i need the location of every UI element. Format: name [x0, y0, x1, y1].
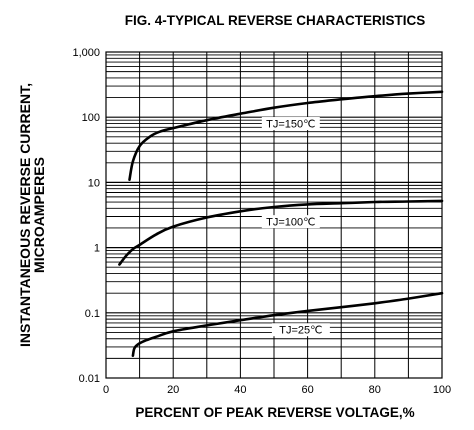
y-axis-label-group: INSTANTANEOUS REVERSE CURRENT, MICROAMPE…	[17, 83, 47, 347]
y-tick-label: 1,000	[72, 47, 100, 59]
series-line-1	[128, 90, 444, 181]
y-axis-label-line1: INSTANTANEOUS REVERSE CURRENT,	[17, 83, 33, 347]
x-tick-label: 80	[369, 384, 381, 396]
curve-label-3: TJ=25℃	[279, 325, 322, 337]
y-tick-label: 100	[82, 112, 100, 124]
x-tick-label: 20	[167, 384, 179, 396]
y-axis-label-line2: MICROAMPERES	[31, 157, 47, 273]
y-tick-label: 0.1	[85, 308, 100, 320]
plot-curves	[118, 90, 444, 357]
curve-label-bg	[271, 323, 330, 337]
x-tick-label: 40	[234, 384, 246, 396]
x-tick-label: 100	[433, 384, 451, 396]
curve-label-bg	[261, 117, 320, 131]
y-tick-label: 1	[94, 243, 100, 255]
curve-label-2: TJ=100℃	[266, 217, 315, 229]
y-tick-label: 10	[88, 177, 100, 189]
y-tick-label: 0.01	[79, 373, 100, 385]
series-line-3	[131, 291, 444, 357]
x-axis-label: PERCENT OF PEAK REVERSE VOLTAGE,%	[135, 405, 414, 420]
chart-title: FIG. 4-TYPICAL REVERSE CHARACTERISTICS	[125, 13, 426, 28]
x-tick-label: 60	[301, 384, 313, 396]
curve-label-1: TJ=150℃	[266, 119, 315, 131]
x-tick-label: 0	[103, 384, 109, 396]
curve-label-bg	[261, 215, 320, 229]
axis-ticks: 0 20 40 60 80 100 0.01 0.1 1 10 100 1,000	[72, 47, 451, 396]
series-line-2	[118, 199, 444, 266]
curve-labels: TJ=150℃ TJ=100℃ TJ=25℃	[261, 117, 330, 337]
